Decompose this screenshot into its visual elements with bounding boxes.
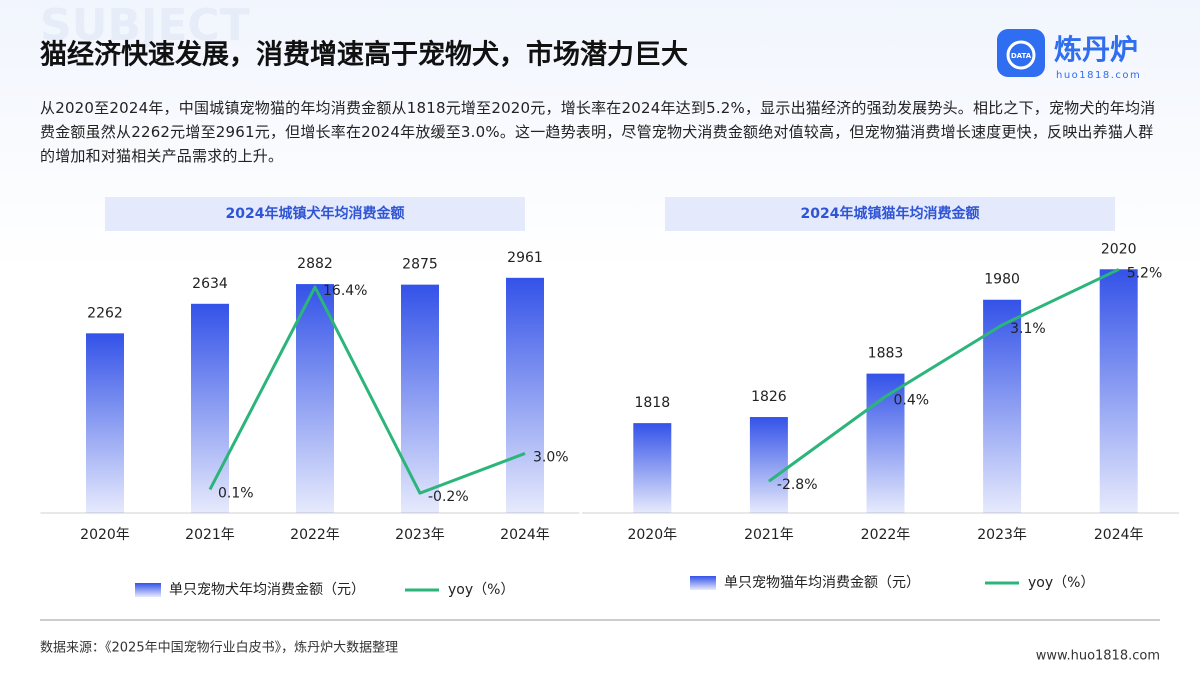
x-tick-label: 2020年 xyxy=(80,527,130,543)
x-tick-label: 2022年 xyxy=(861,527,911,543)
bar-value-label: 2262 xyxy=(87,305,123,321)
line-value-label: 0.4% xyxy=(894,393,930,409)
line-value-label: 3.1% xyxy=(1010,321,1046,337)
legend-swatch xyxy=(135,583,161,597)
bar-value-label: 2875 xyxy=(402,257,438,273)
logo-name: 炼丹炉 xyxy=(1054,33,1138,66)
x-tick-label: 2024年 xyxy=(1094,527,1144,543)
legend-label: yoy（%） xyxy=(1028,575,1094,591)
line-value-label: 5.2% xyxy=(1127,265,1163,281)
bar xyxy=(506,277,544,513)
logo-ring xyxy=(1006,40,1036,70)
legend-label: 单只宠物犬年均消费金额（元） xyxy=(169,582,365,598)
x-tick-label: 2021年 xyxy=(185,527,235,543)
bar-value-label: 1883 xyxy=(868,346,904,362)
bar xyxy=(86,333,124,513)
legend-swatch xyxy=(690,576,716,590)
x-tick-label: 2024年 xyxy=(500,527,550,543)
x-tick-label: 2020年 xyxy=(627,527,677,543)
x-tick-label: 2023年 xyxy=(395,527,445,543)
x-tick-label: 2023年 xyxy=(977,527,1027,543)
watermark: SUBJECT xyxy=(40,0,250,51)
bar-value-label: 2634 xyxy=(192,276,228,292)
line-value-label: -2.8% xyxy=(777,477,818,493)
line-value-label: 16.4% xyxy=(323,283,367,299)
bar xyxy=(191,303,229,513)
bar xyxy=(1099,269,1138,513)
logo-icon xyxy=(997,29,1045,77)
chart-title: 2024年城镇猫年均消费金额 xyxy=(801,205,980,222)
bar xyxy=(296,284,334,513)
chart-title-box xyxy=(665,197,1115,231)
bar-value-label: 2882 xyxy=(297,256,333,272)
footer-url: www.huo1818.com xyxy=(1036,649,1160,664)
line xyxy=(208,285,526,495)
slide-title: 猫经济快速发展，消费增速高于宠物犬，市场潜力巨大 xyxy=(40,39,688,71)
logo-badge: DATA xyxy=(1011,52,1032,60)
bar xyxy=(749,417,788,513)
bar-value-label: 2020 xyxy=(1101,241,1137,257)
line xyxy=(768,268,1120,483)
line-value-label: -0.2% xyxy=(428,489,469,505)
x-tick-label: 2021年 xyxy=(744,527,794,543)
logo-url: huo1818.com xyxy=(1056,70,1141,81)
chart-title: 2024年城镇犬年均消费金额 xyxy=(226,205,405,222)
line-value-label: 3.0% xyxy=(533,449,569,465)
bar xyxy=(633,423,672,513)
x-tick-label: 2022年 xyxy=(290,527,340,543)
bar-value-label: 1980 xyxy=(984,272,1020,288)
legend-label: 单只宠物猫年均消费金额（元） xyxy=(724,575,920,591)
chart-title-box xyxy=(105,197,525,231)
bar-value-label: 2961 xyxy=(507,250,543,266)
source: 数据来源：《2025年中国宠物行业白皮书》，炼丹炉大数据整理 xyxy=(40,640,398,656)
legend-label: yoy（%） xyxy=(448,582,514,598)
bar xyxy=(983,299,1022,513)
bar xyxy=(401,284,439,513)
description: 从2020至2024年，中国城镇宠物猫的年均消费金额从1818元增至2020元，… xyxy=(40,99,1156,165)
bar-value-label: 1818 xyxy=(634,395,670,411)
bar-value-label: 1826 xyxy=(751,389,787,405)
line-value-label: 0.1% xyxy=(218,485,254,501)
